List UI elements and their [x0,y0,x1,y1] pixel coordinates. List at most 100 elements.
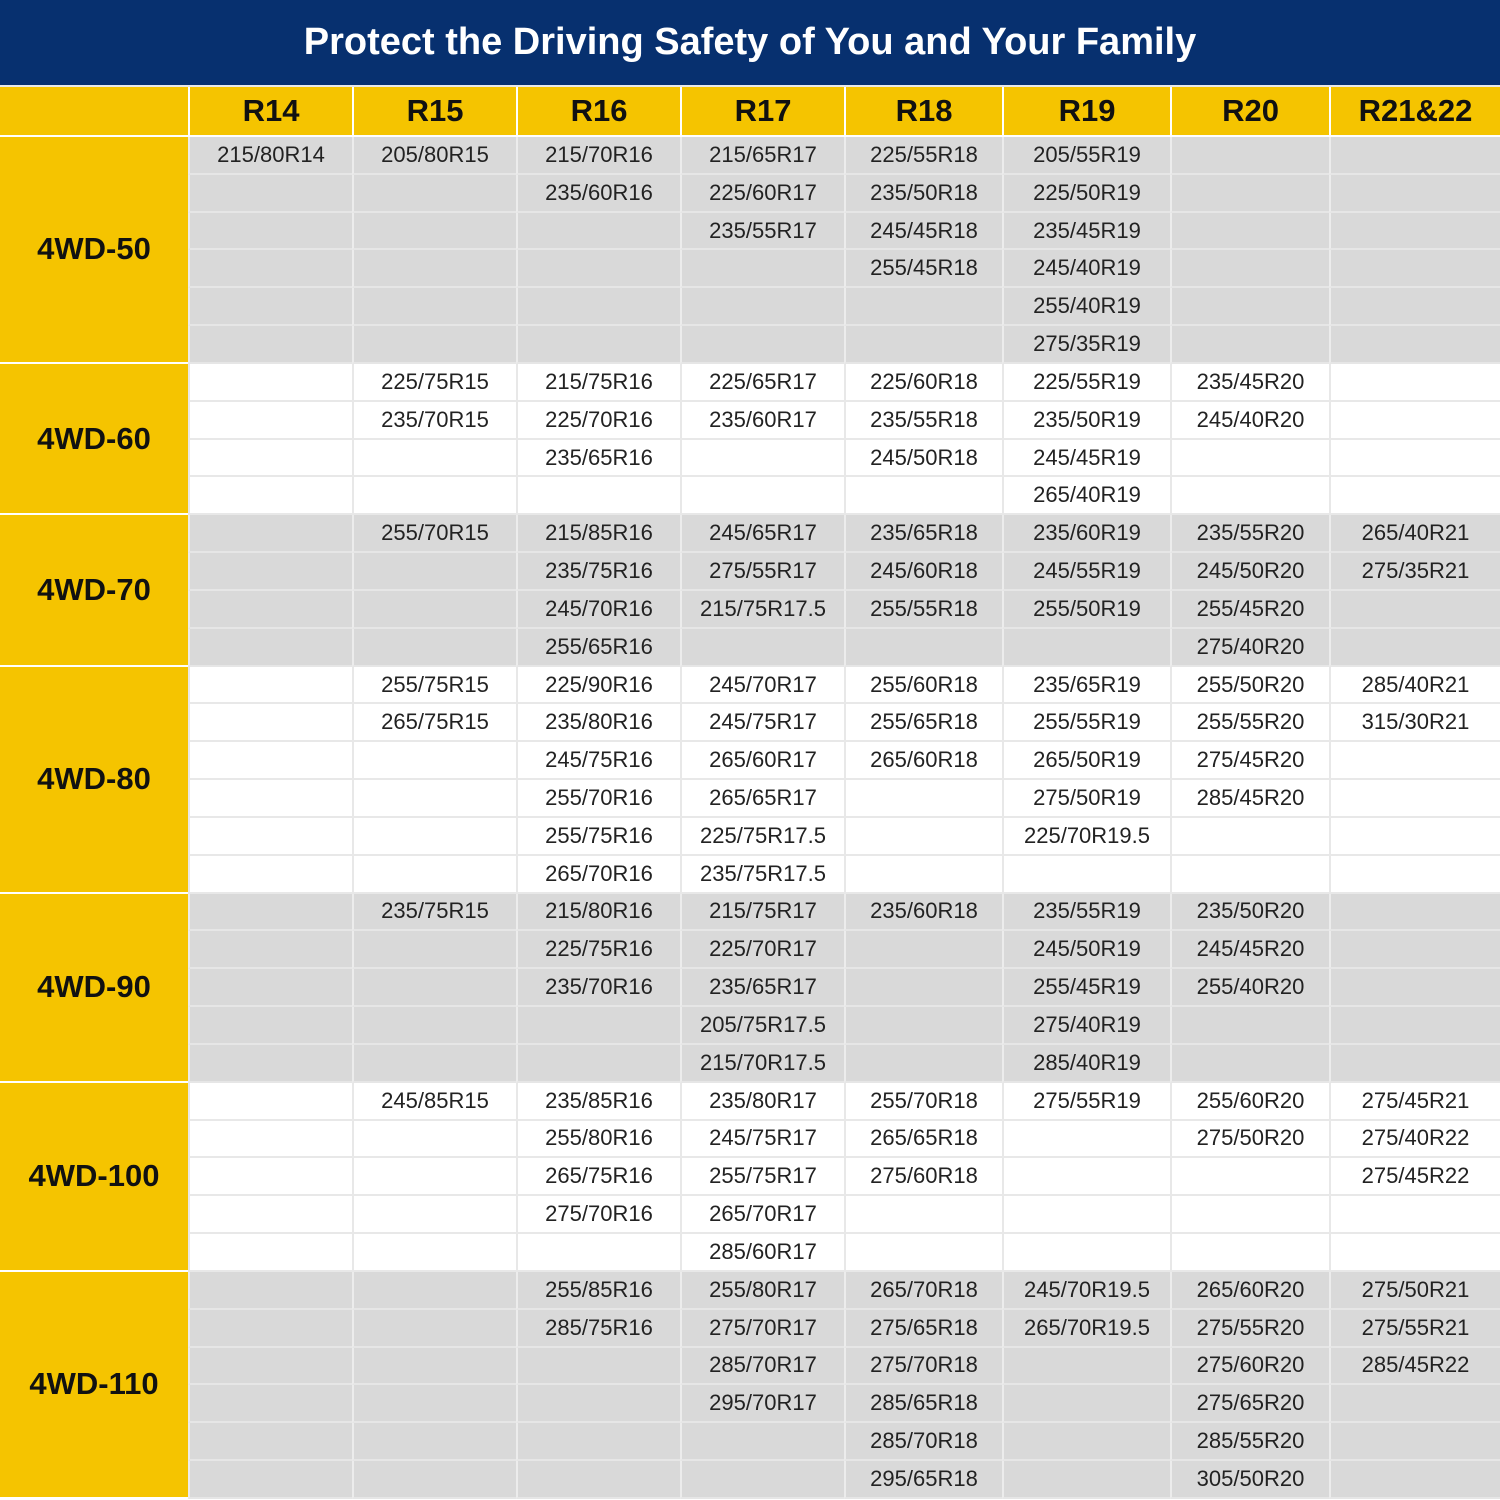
empty-cell [188,969,352,1008]
tire-size-cell: 285/75R16 [516,1309,680,1348]
tire-size-cell: 235/50R20 [1170,893,1329,932]
tire-size-cell: 285/65R18 [844,1385,1002,1424]
tire-size-cell: 255/50R19 [1002,590,1170,629]
tire-size-cell: 295/65R18 [844,1460,1002,1499]
tire-size-cell: 215/75R17.5 [680,590,844,629]
empty-cell [1170,477,1329,516]
empty-cell [352,969,516,1008]
tire-size-cell: 235/45R20 [1170,363,1329,402]
tire-size-cell: 245/70R16 [516,590,680,629]
empty-cell [1329,288,1500,327]
tire-size-cell: 285/45R22 [1329,1347,1500,1386]
empty-cell [844,969,1002,1008]
tire-size-cell: 235/65R19 [1002,666,1170,705]
tire-size-cell: 255/70R15 [352,515,516,554]
empty-cell [1329,855,1500,894]
empty-cell [844,1234,1002,1272]
empty-cell [1170,1158,1329,1197]
tire-size-cell: 225/75R15 [352,363,516,402]
empty-cell [1329,893,1500,932]
empty-cell [352,1158,516,1197]
tire-size-cell: 255/60R18 [844,666,1002,705]
corner-header [0,87,188,137]
empty-cell [1170,288,1329,327]
tire-size-cell: 215/70R17.5 [680,1044,844,1083]
empty-cell [352,1007,516,1045]
empty-cell [516,1423,680,1461]
tire-size-cell: 235/60R16 [516,174,680,213]
tire-size-cell: 255/45R19 [1002,969,1170,1008]
tire-size-cell: 275/55R19 [1002,1082,1170,1121]
title-banner: Protect the Driving Safety of You and Yo… [0,0,1500,87]
tire-size-cell: 235/45R19 [1002,212,1170,251]
empty-cell [1329,439,1500,478]
tire-size-cell: 275/55R21 [1329,1309,1500,1348]
empty-cell [1002,628,1170,667]
empty-cell [1170,212,1329,251]
empty-cell [1170,1196,1329,1235]
empty-cell [844,477,1002,516]
empty-cell [1329,742,1500,781]
tire-size-cell: 255/45R20 [1170,590,1329,629]
column-header: R15 [352,87,516,137]
empty-cell [188,1196,352,1235]
empty-cell [1329,363,1500,402]
tire-size-cell: 265/60R18 [844,742,1002,781]
empty-cell [352,1196,516,1235]
tire-size-cell: 245/75R16 [516,742,680,781]
tire-size-cell: 235/50R19 [1002,401,1170,440]
empty-cell [844,288,1002,327]
empty-cell [1329,326,1500,364]
tire-size-cell: 235/55R19 [1002,893,1170,932]
column-header: R20 [1170,87,1329,137]
tire-size-cell: 205/55R19 [1002,137,1170,175]
tire-size-cell: 215/80R16 [516,893,680,932]
empty-cell [188,250,352,289]
tire-size-cell: 265/40R21 [1329,515,1500,554]
empty-cell [188,1158,352,1197]
empty-cell [1002,855,1170,894]
empty-cell [188,931,352,970]
tire-size-cell: 235/55R20 [1170,515,1329,554]
tire-size-cell: 265/60R20 [1170,1271,1329,1310]
empty-cell [352,1120,516,1159]
tire-size-cell: 225/65R17 [680,363,844,402]
tire-size-cell: 275/35R19 [1002,326,1170,364]
tire-size-table: R14 R15 R16 R17 R18 R19 R20 R21&22 4WD-50 215/80R… [0,87,1500,1499]
empty-cell [1170,1044,1329,1083]
empty-cell [188,666,352,705]
empty-cell [844,855,1002,894]
empty-cell [352,1309,516,1348]
tire-size-cell: 235/75R16 [516,553,680,591]
tire-size-cell: 265/70R18 [844,1271,1002,1310]
tire-size-cell: 235/55R17 [680,212,844,251]
tire-size-cell: 275/70R18 [844,1347,1002,1386]
empty-cell [1329,1423,1500,1461]
empty-cell [1170,439,1329,478]
tire-size-cell: 215/85R16 [516,515,680,554]
tire-size-cell: 255/55R20 [1170,704,1329,743]
empty-cell [1002,1423,1170,1461]
tire-size-cell: 205/80R15 [352,137,516,175]
empty-cell [1329,1385,1500,1424]
empty-cell [188,590,352,629]
tire-size-cell: 245/45R18 [844,212,1002,251]
empty-cell [1170,1007,1329,1045]
empty-cell [1329,931,1500,970]
tire-size-cell: 265/75R16 [516,1158,680,1197]
empty-cell [352,250,516,289]
empty-cell [188,515,352,554]
empty-cell [352,628,516,667]
empty-cell [1002,1460,1170,1499]
tire-size-cell: 255/85R16 [516,1271,680,1310]
tire-size-cell: 285/60R17 [680,1234,844,1272]
tire-size-cell: 265/70R16 [516,855,680,894]
empty-cell [352,553,516,591]
empty-cell [1329,969,1500,1008]
tire-size-cell: 285/40R21 [1329,666,1500,705]
tire-size-cell: 235/65R16 [516,439,680,478]
empty-cell [844,817,1002,856]
tire-size-cell: 215/75R17 [680,893,844,932]
empty-cell [188,1309,352,1348]
tire-size-cell: 235/50R18 [844,174,1002,213]
